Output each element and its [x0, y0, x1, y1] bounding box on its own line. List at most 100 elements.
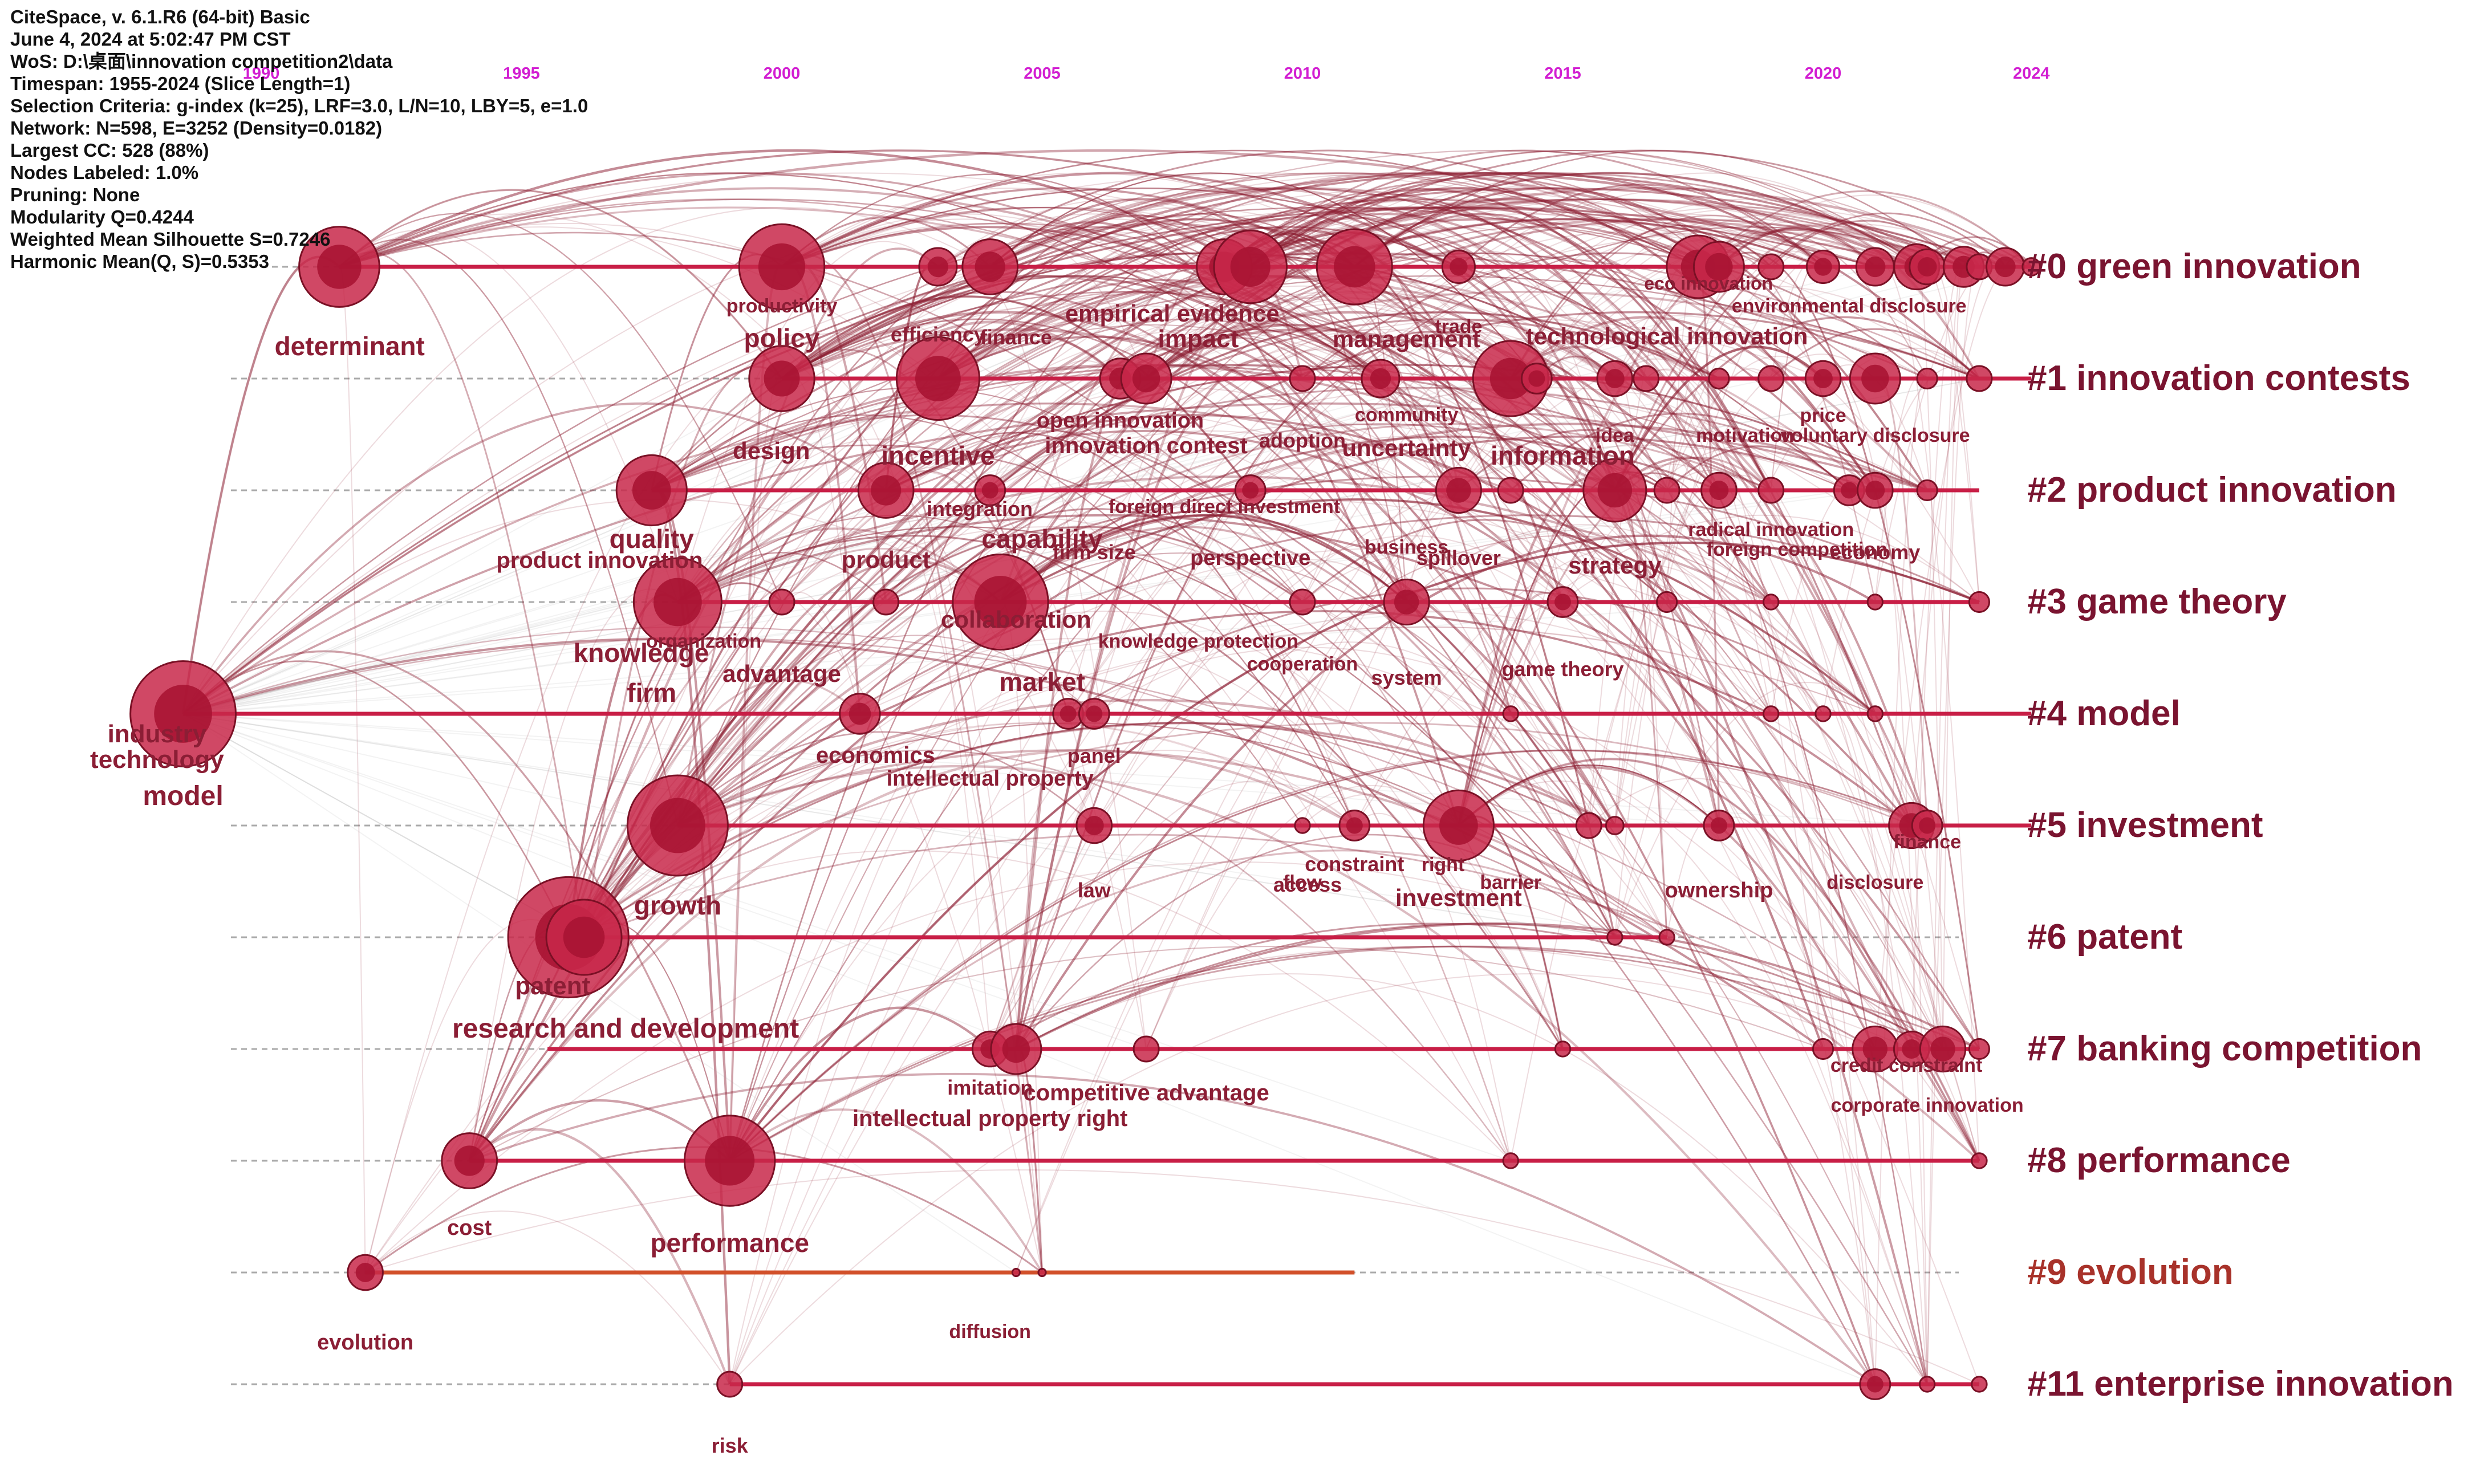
faint-link — [182, 378, 1980, 714]
keyword-node — [1546, 586, 1579, 618]
keyword-node-core — [317, 245, 362, 289]
year-label-2015: 2015 — [1544, 64, 1581, 83]
citation-arc — [781, 187, 1850, 491]
citation-arc — [781, 291, 1719, 603]
citation-arc — [651, 414, 1355, 826]
citation-arc — [989, 172, 1537, 379]
citation-arc — [885, 508, 1303, 603]
citation-arc — [1874, 377, 1928, 1385]
keyword-node — [1502, 1152, 1519, 1169]
citation-arc — [677, 198, 1980, 603]
citation-arc — [677, 749, 1512, 1161]
citation-arc — [567, 218, 1459, 938]
citation-arc — [1697, 190, 2032, 268]
citation-arc — [469, 1072, 1876, 1385]
keyword-node — [1606, 929, 1623, 946]
citation-arc — [182, 638, 1943, 1050]
keyword-node — [1633, 365, 1660, 392]
citation-arc — [729, 946, 1912, 1161]
citation-arc — [1457, 228, 1876, 826]
citation-arc — [1000, 514, 1616, 827]
keyword-label: foreign direct investment — [1109, 496, 1340, 518]
cluster-label-2: #2 product innovation — [2027, 470, 2397, 510]
citation-arc — [1353, 235, 1720, 826]
keyword-node-core — [1554, 593, 1572, 611]
citation-arc — [781, 172, 1824, 379]
keyword-label: access — [1273, 873, 1342, 896]
keyword-node — [1582, 458, 1647, 523]
citation-arc — [781, 303, 1824, 714]
keyword-label: evolution — [317, 1331, 413, 1355]
citation-arc — [1457, 592, 1564, 826]
keyword-label: radical innovation — [1688, 519, 1854, 540]
keyword-node-core — [1865, 481, 1885, 500]
citation-arc — [1000, 514, 1590, 826]
citation-arc — [1224, 149, 1917, 267]
citation-arc — [651, 275, 1980, 491]
info-line-nodes-labeled: Nodes Labeled: 1.0% — [10, 162, 199, 183]
cluster-labels: #0 green innovation #1 innovation contest… — [2027, 247, 2454, 1404]
citation-arc — [339, 172, 1303, 379]
keyword-label: environmental disclosure — [1732, 295, 1967, 317]
keyword-label: cooperation — [1247, 653, 1358, 675]
citation-arc — [1645, 368, 1876, 1385]
info-line-silhouette: Weighted Mean Silhouette S=0.7246 — [10, 229, 331, 250]
citation-arc — [781, 188, 1850, 491]
keyword-node-ring — [1294, 817, 1311, 834]
keyword-node — [129, 660, 237, 767]
keyword-node — [1692, 241, 1745, 293]
keyword-node — [1968, 1038, 1990, 1060]
citation-arc — [339, 198, 1772, 603]
faint-link — [182, 266, 991, 714]
citation-arc — [182, 206, 1917, 715]
citation-arc — [729, 226, 1964, 1161]
keyword-label: foreign competition — [1707, 539, 1887, 560]
info-line-timespan: Timespan: 1955-2024 (Slice Length=1) — [10, 73, 351, 94]
keyword-node — [1132, 1035, 1160, 1063]
keyword-label: technology — [90, 746, 224, 774]
keyword-node — [1294, 817, 1311, 834]
citation-arc — [182, 402, 1928, 715]
citation-arc — [937, 324, 1943, 1050]
citation-arc — [364, 1210, 730, 1385]
citation-arc — [1223, 213, 1929, 826]
citation-arc — [651, 444, 1876, 1385]
citation-arc — [1224, 149, 1928, 267]
keyword-node-ring — [1502, 705, 1519, 722]
citation-arc — [1536, 219, 1824, 379]
keyword-node — [347, 1254, 384, 1291]
keyword-node — [1575, 812, 1602, 839]
keyword-node — [1497, 477, 1524, 504]
citation-arc — [781, 172, 1980, 379]
cluster-label-9: #9 evolution — [2027, 1253, 2234, 1292]
keyword-node — [1812, 1038, 1834, 1060]
citation-arc — [583, 218, 1824, 938]
keyword-node-core — [1917, 257, 1937, 277]
keyword-node — [1815, 705, 1832, 722]
keyword-node-ring — [2022, 257, 2041, 277]
citation-arc — [583, 678, 861, 938]
citation-arc — [1250, 436, 1980, 1161]
keyword-label: intellectual property right — [853, 1106, 1127, 1131]
keyword-node-core — [454, 1145, 485, 1176]
citation-arc — [1223, 229, 1564, 603]
citation-arc — [677, 698, 1615, 827]
keyword-node-ring — [768, 588, 795, 616]
citation-arc — [1015, 834, 1615, 1050]
keyword-node — [684, 1115, 776, 1207]
keyword-node — [768, 588, 795, 616]
citation-arc — [729, 945, 1980, 1162]
citation-arc — [1249, 467, 1407, 603]
keyword-node — [716, 1371, 744, 1398]
keyword-node-ring — [872, 588, 900, 616]
keyword-node — [1763, 593, 1780, 611]
citation-arc — [651, 364, 1772, 491]
citation-arc — [781, 526, 1667, 938]
citation-arc — [729, 1108, 1044, 1274]
keyword-node — [1971, 1376, 1988, 1393]
citation-arc — [1302, 338, 1615, 603]
keyword-label: growth — [634, 891, 721, 920]
keyword-node-ring — [716, 1371, 744, 1398]
citation-arc — [1614, 347, 1980, 938]
year-axis: 1990 1995 2000 2005 2010 2015 2020 2024 — [243, 64, 2050, 83]
